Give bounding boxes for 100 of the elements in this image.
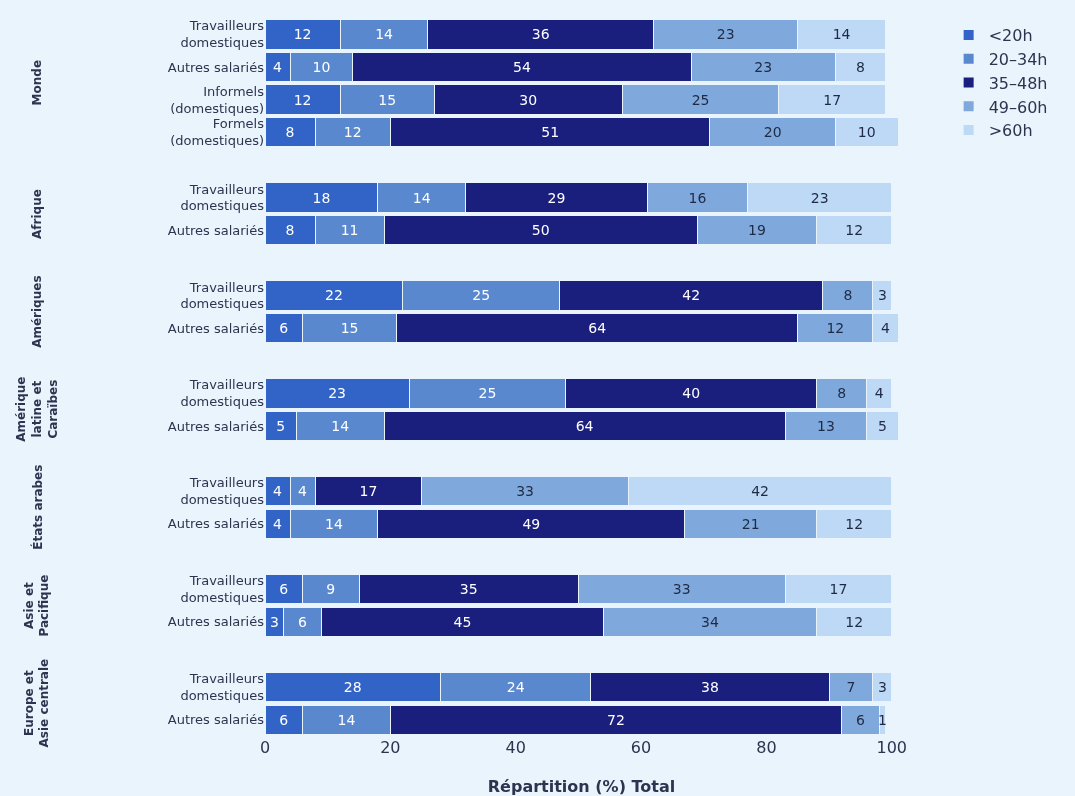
data-label: 14 bbox=[324, 515, 343, 532]
y-tick-label: Travailleurs domestiques bbox=[180, 475, 265, 508]
data-label: 11 bbox=[340, 222, 359, 239]
x-tick-label: 100 bbox=[876, 738, 907, 757]
y-tick-label: Informels (domestiques) bbox=[170, 83, 265, 116]
data-label: 12 bbox=[845, 515, 864, 532]
data-label: 42 bbox=[751, 483, 770, 500]
data-label: 14 bbox=[337, 711, 356, 728]
data-label: 12 bbox=[343, 124, 362, 141]
x-tick-label: 20 bbox=[380, 738, 401, 757]
data-label: 8 bbox=[285, 124, 295, 141]
x-axis-title: Répartition (%) Total bbox=[487, 777, 676, 796]
legend-label: 20–34h bbox=[988, 49, 1048, 69]
data-label: 25 bbox=[478, 385, 497, 402]
data-label: 35 bbox=[459, 581, 478, 598]
data-label: 21 bbox=[741, 515, 760, 532]
text: Amérique latine et Caraïbes bbox=[14, 376, 60, 442]
data-label: 25 bbox=[691, 91, 710, 108]
y-tick-label: Travailleurs domestiques bbox=[180, 181, 265, 214]
data-label: 14 bbox=[412, 189, 431, 206]
data-label: 36 bbox=[531, 26, 550, 43]
data-label: 6 bbox=[279, 320, 289, 337]
y-tick-label: Autres salariés bbox=[167, 614, 265, 630]
data-label: 15 bbox=[340, 320, 359, 337]
data-label: 50 bbox=[531, 222, 550, 239]
y-tick-label: Travailleurs domestiques bbox=[180, 279, 265, 312]
data-label: 12 bbox=[293, 26, 312, 43]
data-label: 6 bbox=[298, 613, 308, 630]
data-label: 3 bbox=[877, 679, 887, 696]
data-label: 16 bbox=[688, 189, 707, 206]
y-tick-label: Autres salariés bbox=[167, 320, 265, 336]
data-label: 3 bbox=[269, 613, 279, 630]
data-label: 12 bbox=[826, 320, 845, 337]
y-tick-label: Autres salariés bbox=[167, 222, 265, 238]
data-label: 8 bbox=[843, 287, 853, 304]
y-tick-label: Travailleurs domestiques bbox=[180, 573, 265, 606]
data-label: 49 bbox=[522, 515, 541, 532]
x-tick-label: 80 bbox=[756, 738, 777, 757]
text: Asie et Pacifique bbox=[21, 574, 52, 637]
text: États arabes bbox=[29, 464, 45, 550]
data-label: 64 bbox=[588, 320, 607, 337]
data-label: 51 bbox=[541, 124, 560, 141]
data-label: 19 bbox=[748, 222, 766, 239]
data-label: 42 bbox=[682, 287, 701, 304]
x-tick-label: 0 bbox=[259, 738, 271, 757]
text: Monde bbox=[29, 59, 44, 106]
legend-label: >60h bbox=[988, 121, 1033, 141]
data-label: 15 bbox=[378, 91, 397, 108]
data-label: 17 bbox=[829, 581, 848, 598]
data-label: 23 bbox=[328, 385, 346, 402]
data-label: 8 bbox=[855, 58, 865, 75]
data-label: 20 bbox=[763, 124, 782, 141]
data-label: 24 bbox=[506, 679, 525, 696]
data-label: 23 bbox=[754, 58, 773, 75]
y-tick-label: Autres salariés bbox=[167, 59, 265, 75]
data-label: 13 bbox=[817, 417, 835, 434]
data-label: 28 bbox=[343, 679, 362, 696]
data-label: 54 bbox=[513, 58, 531, 75]
data-label: 14 bbox=[331, 417, 350, 434]
data-label: 9 bbox=[326, 581, 336, 598]
data-label: 12 bbox=[845, 222, 864, 239]
data-label: 29 bbox=[547, 189, 566, 206]
y-tick-label: Travailleurs domestiques bbox=[180, 377, 265, 410]
data-label: 6 bbox=[279, 581, 289, 598]
data-label: 38 bbox=[701, 679, 719, 696]
data-label: 30 bbox=[519, 91, 538, 108]
data-label: 22 bbox=[325, 287, 343, 304]
data-label: 8 bbox=[837, 385, 847, 402]
data-label: 23 bbox=[716, 26, 735, 43]
y-tick-label: Autres salariés bbox=[167, 418, 265, 434]
data-label: 64 bbox=[575, 417, 594, 434]
data-label: 17 bbox=[823, 91, 842, 108]
data-label: 14 bbox=[375, 26, 394, 43]
y-tick-label: Autres salariés bbox=[167, 712, 265, 728]
text: Europe et Asie centrale bbox=[21, 658, 52, 748]
data-label: 4 bbox=[874, 385, 884, 402]
data-label: 72 bbox=[607, 711, 625, 728]
data-label: 17 bbox=[359, 483, 378, 500]
data-label: 12 bbox=[845, 613, 864, 630]
data-label: 12 bbox=[293, 91, 312, 108]
data-label: 6 bbox=[279, 711, 289, 728]
data-label: 5 bbox=[276, 417, 286, 434]
legend-label: 35–48h bbox=[988, 73, 1048, 93]
data-label: 7 bbox=[846, 679, 856, 696]
legend-label: 49–60h bbox=[988, 97, 1048, 117]
data-label: 1 bbox=[877, 711, 887, 728]
data-label: 4 bbox=[298, 483, 308, 500]
data-label: 34 bbox=[701, 613, 719, 630]
y-tick-label: Autres salariés bbox=[167, 516, 265, 532]
data-label: 45 bbox=[453, 613, 472, 630]
text: Afrique bbox=[30, 189, 45, 239]
x-tick-label: 60 bbox=[630, 738, 652, 757]
data-label: 40 bbox=[682, 385, 701, 402]
data-label: 3 bbox=[877, 287, 887, 304]
data-label: 33 bbox=[672, 581, 691, 598]
data-label: 25 bbox=[472, 287, 491, 304]
data-label: 10 bbox=[312, 58, 331, 75]
data-label: 23 bbox=[810, 189, 829, 206]
data-label: 4 bbox=[880, 320, 890, 337]
data-label: 14 bbox=[832, 26, 851, 43]
